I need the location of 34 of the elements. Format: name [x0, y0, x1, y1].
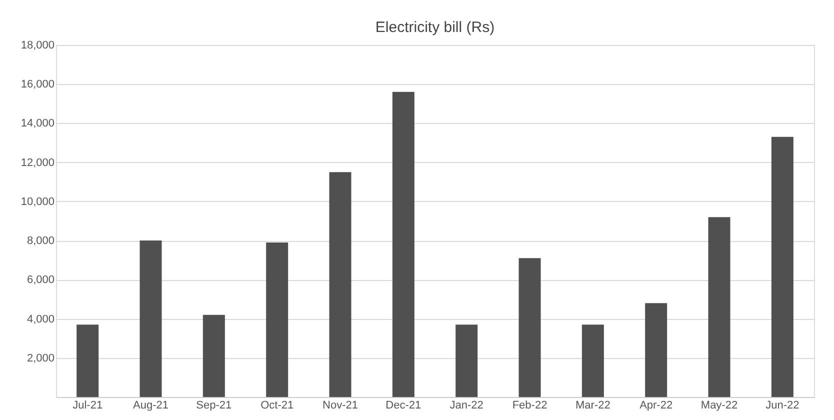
bar	[456, 324, 478, 397]
x-tick-label: Jun-22	[766, 400, 800, 412]
x-tick-label: Aug-21	[133, 400, 168, 412]
bar	[202, 314, 225, 397]
bar	[518, 258, 541, 397]
y-tick-label: 4,000	[26, 313, 54, 326]
bar	[329, 172, 352, 397]
y-tick-label: 6,000	[26, 274, 54, 286]
x-tick-label: Dec-21	[386, 400, 422, 412]
x-tick-label: Oct-21	[260, 400, 294, 412]
bar	[76, 324, 99, 397]
y-tick-label: 12,000	[20, 156, 54, 169]
y-tick-label: 10,000	[20, 196, 54, 208]
bar	[771, 136, 794, 397]
bar	[582, 324, 604, 397]
y-tick-label: 16,000	[20, 78, 54, 91]
bar	[392, 92, 414, 397]
x-tick-label: Jan-22	[450, 400, 484, 412]
y-tick-label: 14,000	[20, 118, 54, 130]
bar	[708, 217, 730, 397]
y-tick-label: 2,000	[26, 352, 54, 364]
x-tick-label: Jul-21	[72, 400, 103, 412]
chart-title: Electricity bill (Rs)	[375, 19, 495, 36]
y-tick-label: 8,000	[26, 235, 54, 248]
x-tick-label: Feb-22	[512, 400, 548, 412]
x-tick-label: Mar-22	[575, 400, 610, 412]
bar	[645, 303, 668, 397]
bar	[140, 240, 162, 397]
x-tick-label: Apr-22	[640, 400, 673, 412]
bar	[266, 242, 288, 397]
x-tick-label: May-22	[700, 400, 738, 412]
x-tick-label: Nov-21	[322, 400, 358, 412]
y-tick-label: 18,000	[20, 40, 54, 52]
x-tick-label: Sep-21	[196, 400, 232, 412]
